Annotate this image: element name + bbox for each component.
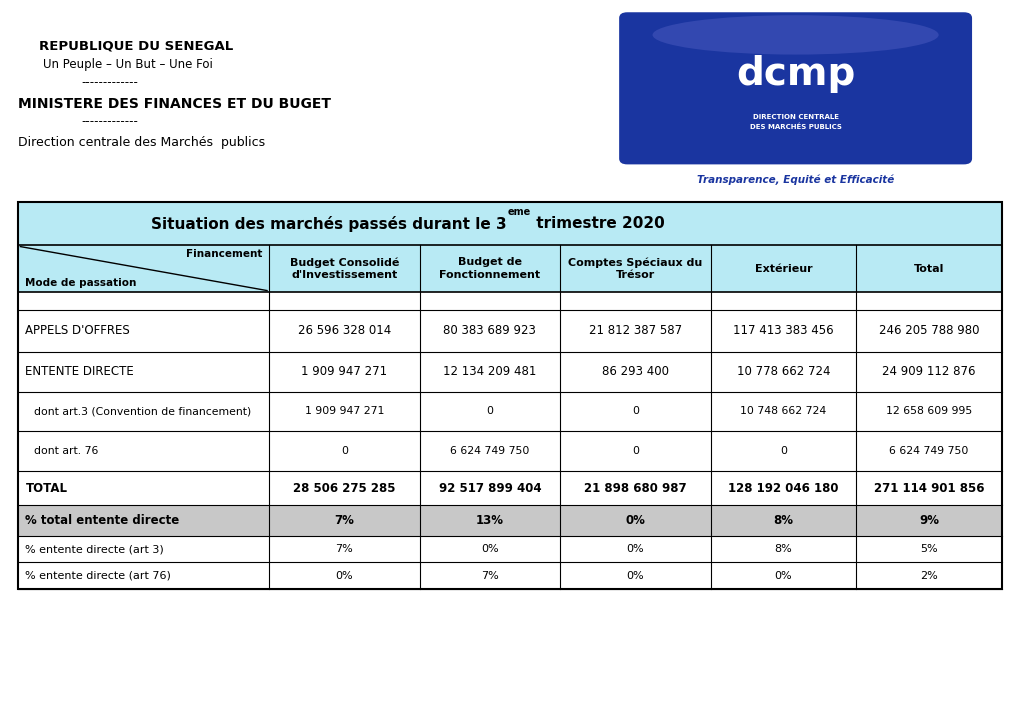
Text: 271 114 901 856: 271 114 901 856 (872, 482, 983, 495)
Text: 0%: 0% (773, 571, 792, 580)
Text: 0%: 0% (335, 571, 353, 580)
Text: 26 596 328 014: 26 596 328 014 (298, 324, 390, 337)
Text: 10 748 662 724: 10 748 662 724 (740, 407, 825, 416)
Ellipse shape (652, 15, 937, 55)
Text: MINISTERE DES FINANCES ET DU BUGET: MINISTERE DES FINANCES ET DU BUGET (18, 97, 331, 111)
Bar (18, 352, 1001, 392)
Text: 7%: 7% (334, 514, 354, 527)
Text: 0: 0 (631, 446, 638, 456)
Bar (18, 536, 1001, 562)
Text: 10 778 662 724: 10 778 662 724 (736, 365, 829, 379)
Text: % entente directe (art 3): % entente directe (art 3) (25, 544, 164, 554)
Text: 12 658 609 995: 12 658 609 995 (884, 407, 971, 416)
Text: Mode de passation: Mode de passation (25, 278, 137, 288)
Text: Un Peuple – Un But – Une Foi: Un Peuple – Un But – Une Foi (43, 58, 213, 71)
Text: 28 506 275 285: 28 506 275 285 (292, 482, 395, 495)
Text: 0: 0 (780, 446, 786, 456)
Text: TOTAL: TOTAL (25, 482, 67, 495)
Text: % entente directe (art 76): % entente directe (art 76) (25, 571, 171, 580)
Text: Situation des marchés passés durant le 3: Situation des marchés passés durant le 3 (151, 216, 506, 231)
FancyBboxPatch shape (619, 12, 971, 164)
Bar (18, 562, 1001, 589)
Text: 24 909 112 876: 24 909 112 876 (881, 365, 974, 379)
Text: 86 293 400: 86 293 400 (601, 365, 668, 379)
Bar (18, 392, 1001, 431)
Bar (18, 431, 1001, 471)
Text: 7%: 7% (335, 544, 353, 554)
Text: 0%: 0% (481, 544, 498, 554)
Text: 13%: 13% (476, 514, 503, 527)
Text: ENTENTE DIRECTE: ENTENTE DIRECTE (25, 365, 135, 379)
Text: 0%: 0% (625, 514, 645, 527)
Text: 1 909 947 271: 1 909 947 271 (301, 365, 387, 379)
Text: APPELS D'OFFRES: APPELS D'OFFRES (25, 324, 130, 337)
Text: Budget de
Fonctionnement: Budget de Fonctionnement (439, 257, 540, 280)
Bar (18, 245, 1001, 292)
Text: 8%: 8% (773, 544, 792, 554)
Bar (18, 505, 1001, 536)
Text: 5%: 5% (919, 544, 936, 554)
Text: 117 413 383 456: 117 413 383 456 (733, 324, 833, 337)
Text: Budget Consolidé
d'Investissement: Budget Consolidé d'Investissement (289, 257, 398, 280)
Text: 0: 0 (340, 446, 347, 456)
Text: dont art.3 (Convention de financement): dont art.3 (Convention de financement) (34, 407, 251, 416)
Text: 6 624 749 750: 6 624 749 750 (889, 446, 968, 456)
Bar (18, 310, 1001, 352)
Text: trimestre 2020: trimestre 2020 (531, 216, 664, 231)
Text: 0%: 0% (626, 571, 644, 580)
Bar (18, 202, 1001, 245)
Text: 80 383 689 923: 80 383 689 923 (443, 324, 536, 337)
Text: 92 517 899 404: 92 517 899 404 (438, 482, 541, 495)
Text: 8%: 8% (772, 514, 793, 527)
Text: % total entente directe: % total entente directe (25, 514, 179, 527)
Text: 9%: 9% (918, 514, 937, 527)
Text: Financement: Financement (185, 249, 262, 259)
Text: 12 134 209 481: 12 134 209 481 (442, 365, 536, 379)
Text: 2%: 2% (919, 571, 936, 580)
Text: dont art. 76: dont art. 76 (34, 446, 98, 456)
Bar (18, 202, 1001, 589)
Text: dcmp: dcmp (735, 56, 855, 93)
Text: 128 192 046 180: 128 192 046 180 (728, 482, 838, 495)
Text: 21 898 680 987: 21 898 680 987 (584, 482, 686, 495)
Text: -------------: ------------- (82, 115, 139, 128)
Text: 0%: 0% (626, 544, 644, 554)
Text: 21 812 387 587: 21 812 387 587 (588, 324, 682, 337)
Text: -------------: ------------- (82, 76, 139, 89)
Text: 0: 0 (486, 407, 493, 416)
Text: Comptes Spéciaux du
Trésor: Comptes Spéciaux du Trésor (568, 257, 702, 280)
Text: Transparence, Equité et Efficacité: Transparence, Equité et Efficacité (696, 174, 894, 185)
Text: eme: eme (507, 207, 531, 217)
Text: Extérieur: Extérieur (754, 264, 811, 273)
Bar (18, 471, 1001, 505)
Text: Total: Total (913, 264, 944, 273)
Text: 7%: 7% (481, 571, 498, 580)
Text: REPUBLIQUE DU SENEGAL: REPUBLIQUE DU SENEGAL (39, 40, 232, 53)
Text: 1 909 947 271: 1 909 947 271 (305, 407, 383, 416)
Text: 6 624 749 750: 6 624 749 750 (449, 446, 529, 456)
Text: Direction centrale des Marchés  publics: Direction centrale des Marchés publics (18, 136, 265, 149)
Text: 0: 0 (631, 407, 638, 416)
Text: 246 205 788 980: 246 205 788 980 (877, 324, 978, 337)
Bar (18, 292, 1001, 310)
Text: DIRECTION CENTRALE
DES MARCHÉS PUBLICS: DIRECTION CENTRALE DES MARCHÉS PUBLICS (749, 115, 841, 130)
